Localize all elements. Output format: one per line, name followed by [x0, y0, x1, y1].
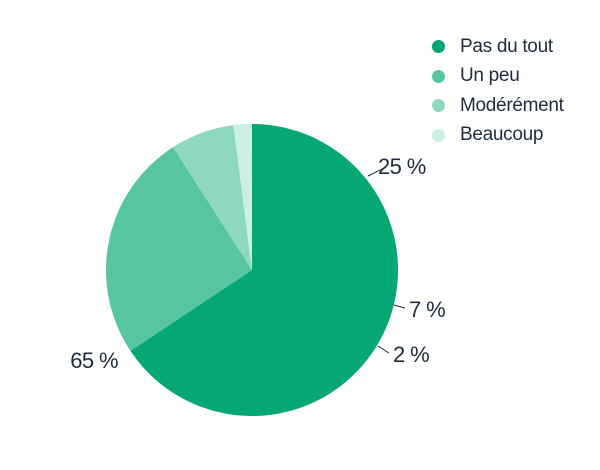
leader-line-moderement — [393, 304, 406, 309]
legend-item-beaucoup: Beaucoup — [432, 121, 564, 151]
legend-label: Modérément — [460, 94, 564, 116]
legend-dot-icon — [432, 69, 445, 83]
legend-label: Pas du tout — [460, 35, 553, 57]
legend-label: Beaucoup — [460, 124, 544, 146]
slice-label-pas-du-tout: 65 % — [70, 348, 118, 373]
pie-slice-un-peu — [106, 147, 253, 351]
pie-slice-beaucoup — [233, 123, 252, 270]
slice-label-un-peu: 25 % — [378, 154, 426, 179]
pie-slice-pas-du-tout — [130, 124, 398, 416]
legend-item-pas-du-tout: Pas du tout — [432, 32, 564, 62]
slice-label-moderement: 7 % — [409, 297, 445, 322]
legend-dot-icon — [432, 40, 445, 54]
legend-item-un-peu: Un peu — [432, 62, 564, 92]
legend-dot-icon — [432, 128, 445, 142]
slice-labels: 65 % 25 % 7 % 2 % — [70, 154, 445, 373]
slice-label-beaucoup: 2 % — [393, 342, 429, 367]
legend-label: Un peu — [460, 65, 520, 87]
leader-line-un-peu — [367, 166, 387, 177]
pie-slices — [106, 123, 398, 416]
pie-slice-moderement — [173, 125, 252, 270]
legend: Pas du tout Un peu Modérément Beaucoup — [432, 32, 564, 150]
label-leaders — [367, 166, 406, 354]
legend-dot-icon — [432, 99, 445, 113]
leader-line-beaucoup — [377, 345, 390, 354]
legend-item-moderement: Modérément — [432, 91, 564, 121]
